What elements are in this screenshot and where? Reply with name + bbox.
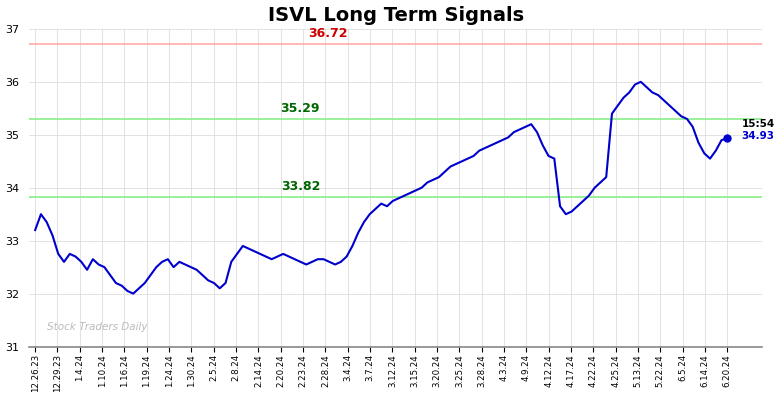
Text: 35.29: 35.29 xyxy=(281,102,320,115)
Text: 36.72: 36.72 xyxy=(309,27,348,40)
Title: ISVL Long Term Signals: ISVL Long Term Signals xyxy=(267,6,524,25)
Text: 33.82: 33.82 xyxy=(281,180,320,193)
Point xyxy=(721,135,734,142)
Text: 15:54: 15:54 xyxy=(742,119,775,129)
Text: Stock Traders Daily: Stock Traders Daily xyxy=(47,322,147,332)
Text: 34.93: 34.93 xyxy=(742,131,775,141)
